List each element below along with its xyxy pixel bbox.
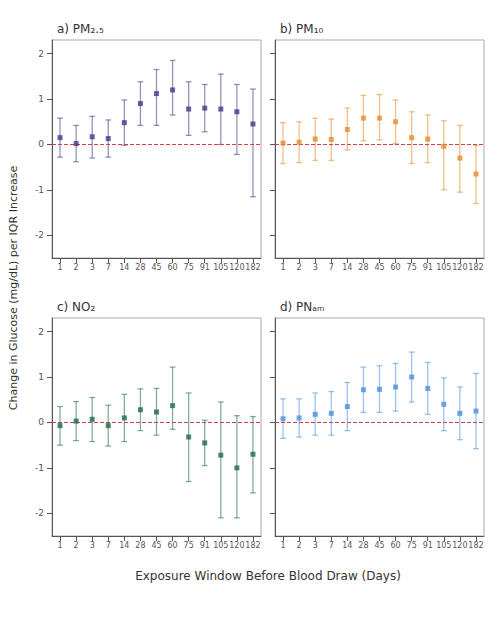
svg-text:28: 28	[135, 263, 145, 272]
svg-text:-1: -1	[35, 463, 44, 473]
svg-text:2: 2	[297, 263, 302, 272]
svg-text:2: 2	[74, 541, 79, 550]
svg-text:60: 60	[390, 541, 400, 550]
svg-text:75: 75	[184, 263, 194, 272]
svg-text:14: 14	[119, 263, 129, 272]
svg-text:182: 182	[468, 263, 483, 272]
svg-text:75: 75	[407, 541, 417, 550]
svg-text:2: 2	[38, 327, 44, 337]
svg-text:120: 120	[229, 263, 244, 272]
svg-text:7: 7	[106, 541, 111, 550]
svg-text:2: 2	[38, 49, 44, 59]
svg-text:1: 1	[57, 541, 62, 550]
svg-text:0: 0	[38, 139, 44, 149]
svg-text:c) NO₂: c) NO₂	[57, 300, 96, 314]
svg-text:2: 2	[297, 541, 302, 550]
svg-text:1: 1	[280, 541, 285, 550]
svg-text:-2: -2	[35, 508, 44, 518]
svg-text:1: 1	[57, 263, 62, 272]
svg-text:3: 3	[313, 263, 318, 272]
svg-text:91: 91	[200, 541, 210, 550]
svg-text:0: 0	[38, 417, 44, 427]
svg-text:7: 7	[329, 541, 334, 550]
svg-text:28: 28	[358, 263, 368, 272]
svg-text:105: 105	[213, 541, 228, 550]
svg-text:3: 3	[90, 541, 95, 550]
svg-text:60: 60	[167, 263, 177, 272]
svg-text:91: 91	[200, 263, 210, 272]
svg-text:14: 14	[342, 263, 352, 272]
svg-text:a) PM₂.₅: a) PM₂.₅	[57, 22, 104, 36]
svg-text:91: 91	[423, 541, 433, 550]
svg-text:120: 120	[452, 541, 467, 550]
svg-text:28: 28	[135, 541, 145, 550]
svg-text:105: 105	[436, 541, 451, 550]
svg-text:7: 7	[329, 263, 334, 272]
svg-text:7: 7	[106, 263, 111, 272]
svg-text:d) PNₐₘ: d) PNₐₘ	[280, 300, 325, 314]
svg-text:60: 60	[390, 263, 400, 272]
svg-text:75: 75	[184, 541, 194, 550]
svg-text:28: 28	[358, 541, 368, 550]
svg-text:182: 182	[245, 263, 260, 272]
svg-text:-1: -1	[35, 185, 44, 195]
svg-text:120: 120	[229, 541, 244, 550]
svg-text:1: 1	[38, 372, 44, 382]
svg-text:60: 60	[167, 541, 177, 550]
svg-text:45: 45	[374, 541, 384, 550]
svg-text:1: 1	[38, 94, 44, 104]
svg-text:2: 2	[74, 263, 79, 272]
svg-text:45: 45	[151, 541, 161, 550]
svg-text:45: 45	[374, 263, 384, 272]
svg-text:Change in Glucose (mg/dL) per: Change in Glucose (mg/dL) per IQR Increa…	[7, 166, 20, 411]
svg-text:3: 3	[90, 263, 95, 272]
svg-text:75: 75	[407, 263, 417, 272]
svg-text:105: 105	[213, 263, 228, 272]
svg-text:b) PM₁₀: b) PM₁₀	[280, 22, 324, 36]
svg-text:3: 3	[313, 541, 318, 550]
svg-text:1: 1	[280, 263, 285, 272]
svg-text:182: 182	[468, 541, 483, 550]
svg-text:14: 14	[342, 541, 352, 550]
svg-text:14: 14	[119, 541, 129, 550]
svg-text:120: 120	[452, 263, 467, 272]
svg-text:91: 91	[423, 263, 433, 272]
svg-text:182: 182	[245, 541, 260, 550]
svg-text:45: 45	[151, 263, 161, 272]
svg-text:-2: -2	[35, 230, 44, 240]
svg-text:Exposure Window Before Blood D: Exposure Window Before Blood Draw (Days)	[135, 569, 401, 583]
svg-text:105: 105	[436, 263, 451, 272]
